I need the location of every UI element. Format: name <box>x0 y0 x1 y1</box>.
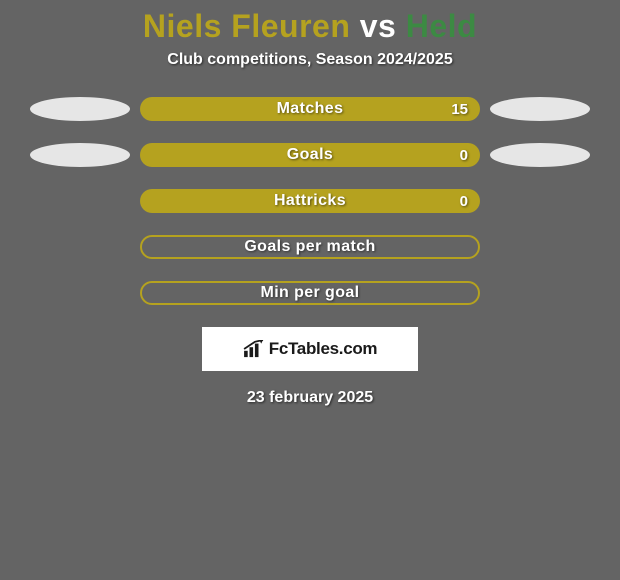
stat-label: Min per goal <box>260 284 359 302</box>
date-label: 23 february 2025 <box>0 389 620 407</box>
stat-row: Matches 15 <box>0 97 620 121</box>
stat-label: Goals <box>287 146 333 164</box>
vs-separator: vs <box>360 8 397 44</box>
stat-row: Min per goal <box>0 281 620 305</box>
player1-name: Niels Fleuren <box>143 8 350 44</box>
player2-ellipse <box>490 143 590 167</box>
stat-bar: Matches 15 <box>140 97 480 121</box>
stat-row: Hattricks 0 <box>0 189 620 213</box>
stat-bar: Goals 0 <box>140 143 480 167</box>
brand-box: FcTables.com <box>202 327 418 371</box>
stat-bar: Min per goal <box>140 281 480 305</box>
page-title: Niels Fleuren vs Held <box>0 0 620 45</box>
stat-value: 15 <box>451 101 468 118</box>
player1-ellipse <box>30 97 130 121</box>
player1-ellipse <box>30 143 130 167</box>
player2-name: Held <box>406 8 477 44</box>
chart-icon <box>243 340 265 358</box>
subtitle: Club competitions, Season 2024/2025 <box>0 51 620 69</box>
stat-label: Hattricks <box>274 192 346 210</box>
stat-bar: Goals per match <box>140 235 480 259</box>
stat-row: Goals 0 <box>0 143 620 167</box>
stats-container: Matches 15 Goals 0 Hattricks 0 Goals per match… <box>0 97 620 305</box>
canvas: Niels Fleuren vs Held Club competitions,… <box>0 0 620 580</box>
stat-label: Matches <box>277 100 344 118</box>
player2-ellipse <box>490 97 590 121</box>
stat-value: 0 <box>460 193 468 210</box>
stat-row: Goals per match <box>0 235 620 259</box>
stat-value: 0 <box>460 147 468 164</box>
stat-bar: Hattricks 0 <box>140 189 480 213</box>
stat-label: Goals per match <box>244 238 375 256</box>
brand-text: FcTables.com <box>269 339 378 359</box>
